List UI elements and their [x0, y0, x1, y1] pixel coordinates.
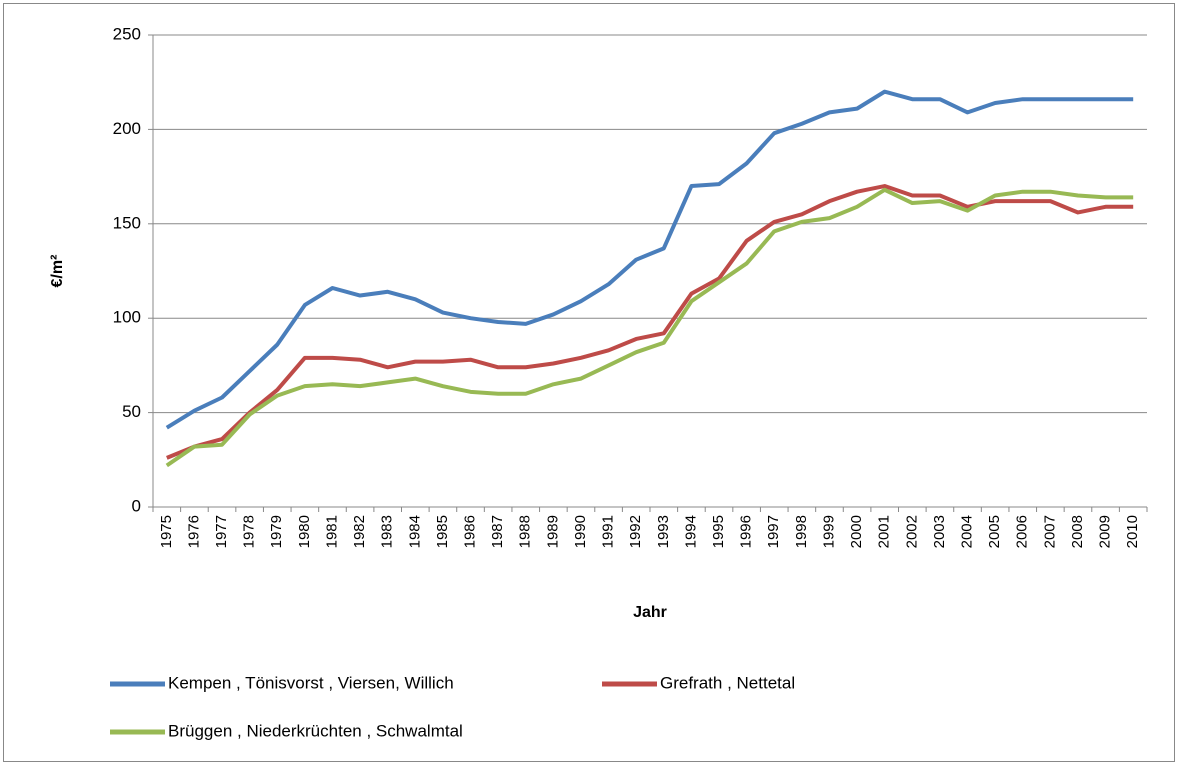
y-axis-title: €/m²	[49, 255, 66, 288]
y-tick-label: 250	[113, 24, 141, 43]
x-tick-label: 1985	[434, 515, 451, 548]
x-tick-label: 1991	[600, 515, 617, 548]
x-tick-label: 2004	[958, 515, 975, 548]
x-tick-label: 1999	[820, 515, 837, 548]
x-tick-label: 1998	[793, 515, 810, 548]
x-tick-label: 2006	[1014, 515, 1031, 548]
x-tick-label: 2005	[986, 515, 1003, 548]
chart-frame	[3, 3, 1175, 762]
y-tick-label: 100	[113, 308, 141, 327]
x-tick-label: 1997	[765, 515, 782, 548]
x-tick-label: 1980	[296, 515, 313, 548]
x-tick-label: 2010	[1124, 515, 1141, 548]
x-tick-label: 2002	[903, 515, 920, 548]
legend-label: Brüggen , Niederkrüchten , Schwalmtal	[168, 721, 463, 740]
x-tick-label: 2008	[1069, 515, 1086, 548]
x-tick-label: 1989	[544, 515, 561, 548]
x-tick-label: 1994	[682, 515, 699, 548]
x-tick-label: 2009	[1097, 515, 1114, 548]
x-tick-label: 1987	[489, 515, 506, 548]
legend-label: Grefrath , Nettetal	[660, 673, 795, 692]
x-tick-label: 1992	[627, 515, 644, 548]
x-tick-label: 1993	[655, 515, 672, 548]
x-tick-label: 1981	[323, 515, 340, 548]
x-tick-label: 2000	[848, 515, 865, 548]
x-tick-label: 2007	[1041, 515, 1058, 548]
x-tick-label: 2001	[876, 515, 893, 548]
x-tick-label: 1996	[738, 515, 755, 548]
x-tick-label: 1979	[268, 515, 285, 548]
x-tick-label: 1982	[351, 515, 368, 548]
y-tick-label: 50	[122, 402, 141, 421]
x-tick-label: 1988	[517, 515, 534, 548]
legend-label: Kempen , Tönisvorst , Viersen, Willich	[168, 673, 454, 692]
x-tick-label: 1977	[213, 515, 230, 548]
x-tick-label: 1983	[379, 515, 396, 548]
x-tick-label: 1984	[406, 515, 423, 548]
x-axis-title: Jahr	[633, 604, 667, 621]
x-tick-label: 1990	[572, 515, 589, 548]
x-tick-label: 1995	[710, 515, 727, 548]
x-tick-label: 1986	[461, 515, 478, 548]
x-tick-label: 2003	[931, 515, 948, 548]
y-tick-label: 0	[132, 496, 141, 515]
y-tick-label: 200	[113, 119, 141, 138]
y-tick-label: 150	[113, 213, 141, 232]
x-tick-label: 1976	[185, 515, 202, 548]
series-line	[165, 187, 1134, 468]
series-line	[165, 89, 1134, 430]
x-tick-label: 1978	[241, 515, 258, 548]
x-tick-label: 1975	[158, 515, 175, 548]
